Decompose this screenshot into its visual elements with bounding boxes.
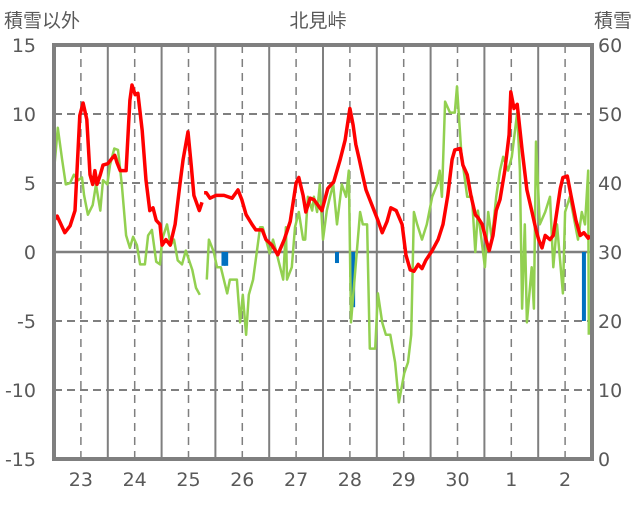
- y-right-tick-label: 60: [598, 35, 622, 57]
- x-tick-label: 25: [176, 469, 200, 491]
- chart-title: 北見峠: [289, 10, 346, 32]
- bar: [334, 252, 339, 264]
- bar: [581, 252, 586, 321]
- bar-series: [221, 252, 586, 321]
- x-tick-label: 29: [392, 469, 416, 491]
- y-left-tick-label: 5: [24, 173, 36, 195]
- y-right-tick-label: 50: [598, 104, 622, 126]
- y-left-tick-label: 15: [12, 35, 36, 57]
- x-tick-label: 30: [445, 469, 469, 491]
- bar: [351, 252, 356, 308]
- y-right-tick-label: 20: [598, 311, 622, 333]
- x-tick-label: 1: [505, 469, 517, 491]
- left-axis-title: 積雪以外: [4, 10, 80, 32]
- bar: [224, 252, 229, 266]
- y-left-tick-label: -5: [17, 311, 36, 333]
- y-right-tick-label: 10: [598, 380, 622, 402]
- y-left-tick-label: 0: [24, 242, 36, 264]
- y-left-tick-label: -15: [5, 449, 36, 471]
- x-tick-label: 26: [230, 469, 254, 491]
- y-right-tick-label: 40: [598, 173, 622, 195]
- y-left-tick-label: -10: [5, 380, 36, 402]
- x-tick-label: 28: [338, 469, 362, 491]
- x-tick-label: 24: [123, 469, 147, 491]
- y-right-tick-label: 30: [598, 242, 622, 264]
- x-tick-label: 23: [69, 469, 93, 491]
- bar: [221, 252, 226, 266]
- plot-frame: [52, 43, 594, 461]
- y-left-tick-label: 10: [12, 104, 36, 126]
- y-right-tick-label: 0: [598, 449, 610, 471]
- red-series-line: [52, 83, 592, 274]
- right-axis-title: 積雪: [594, 10, 632, 32]
- x-tick-label: 27: [284, 469, 308, 491]
- x-tick-label: 2: [559, 469, 571, 491]
